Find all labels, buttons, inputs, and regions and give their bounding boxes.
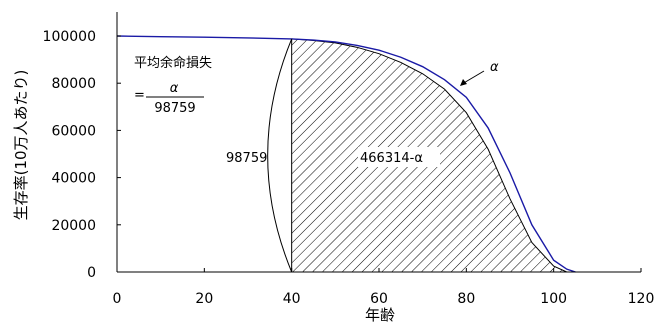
formula-denominator: 98759 bbox=[154, 101, 195, 116]
x-tick-label: 60 bbox=[370, 291, 388, 307]
alpha-label: α bbox=[490, 60, 499, 75]
y-tick-label: 100000 bbox=[43, 29, 96, 45]
shifted-survival-curve bbox=[291, 38, 567, 273]
alpha-arrow-head bbox=[460, 79, 467, 86]
y-tick-label: 60000 bbox=[51, 123, 96, 139]
formula-title: 平均余命損失 bbox=[134, 55, 212, 71]
y-tick-label: 20000 bbox=[51, 218, 96, 234]
alpha-arrow-line bbox=[461, 70, 485, 85]
y-tick-label: 40000 bbox=[51, 171, 96, 187]
y-tick-label: 0 bbox=[87, 265, 96, 281]
formula-eq: = bbox=[134, 88, 145, 103]
region-label-bg bbox=[358, 147, 440, 167]
x-tick-label: 0 bbox=[113, 291, 122, 307]
x-tick-label: 20 bbox=[195, 291, 213, 307]
x-tick-label: 100 bbox=[540, 291, 567, 307]
region-label: 466314-α bbox=[360, 151, 423, 166]
y-axis-title: 生存率(10万人あたり) bbox=[12, 70, 30, 221]
x-tick-label: 80 bbox=[457, 291, 475, 307]
x-axis-title: 年齢 bbox=[365, 306, 395, 323]
x-tick-label: 120 bbox=[628, 291, 655, 307]
survival-curve bbox=[116, 35, 576, 273]
height-bracket bbox=[267, 38, 293, 273]
y-tick-label: 80000 bbox=[51, 76, 96, 92]
formula-numerator: α bbox=[170, 81, 179, 96]
x-tick-label: 40 bbox=[283, 291, 301, 307]
bracket-value-label: 98759 bbox=[226, 151, 267, 166]
